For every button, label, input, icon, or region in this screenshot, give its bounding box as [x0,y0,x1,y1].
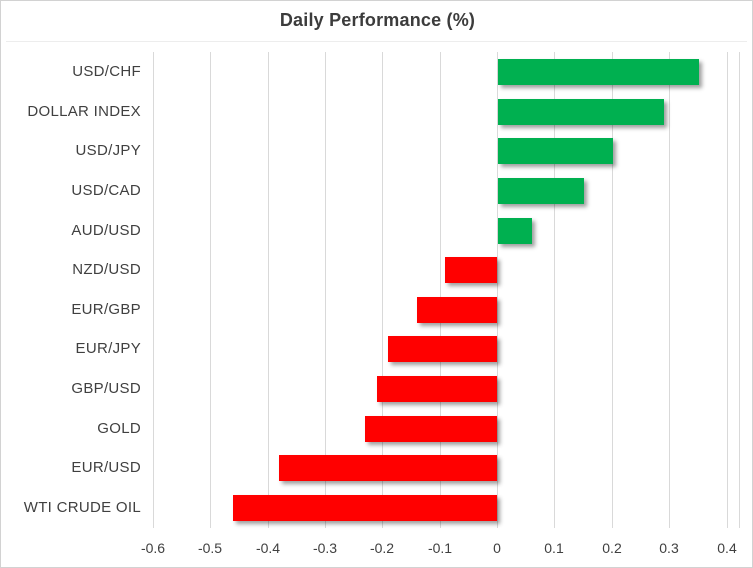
plot-area [153,52,740,528]
x-tick-label-0.4: 0.4 [717,540,737,556]
value-axis: -0.6 -0.5 -0.4 -0.3 -0.2 -0.1 0 0.1 0.2 0.3 0.4 [1,540,752,558]
category-label-gbp-usd: GBP/USD [71,380,141,397]
category-label-aud-usd: AUD/USD [71,222,141,239]
bar-aud-usd [498,218,532,244]
x-tick-label-0.2: 0.2 [602,540,622,556]
x-tick-label--0.4: -0.4 [255,540,281,556]
bar-usd-jpy [498,138,613,164]
category-label-dollar-index: DOLLAR INDEX [27,103,141,120]
gridline--0.3 [325,52,326,528]
x-tick-label--0.1: -0.1 [427,540,453,556]
x-tick-label-0: 0 [493,540,501,556]
bar-gbp-usd [377,376,497,402]
category-axis: USD/CHF DOLLAR INDEX USD/JPY USD/CAD AUD/USD… [1,52,141,528]
gridline-0.2 [612,52,613,528]
gridline--0.4 [268,52,269,528]
bar-gold [365,416,497,442]
bar-eur-gbp [417,297,497,323]
gridline-0.1 [554,52,555,528]
bar-usd-chf [498,59,699,85]
category-label-wti-crude-oil: WTI CRUDE OIL [23,499,141,516]
category-label-usd-cad: USD/CAD [71,182,141,199]
bar-eur-jpy [388,336,497,362]
category-label-usd-jpy: USD/JPY [75,142,141,159]
category-label-eur-jpy: EUR/JPY [75,340,141,357]
x-tick-label--0.5: -0.5 [197,540,223,556]
gridline--0.6 [153,52,154,528]
chart-title: Daily Performance (%) [279,10,476,30]
gridline--0.1 [440,52,441,528]
category-label-gold: GOLD [97,420,141,437]
bar-nzd-usd [445,257,497,283]
bar-usd-cad [498,178,584,204]
x-tick-label--0.2: -0.2 [369,540,395,556]
category-label-nzd-usd: NZD/USD [72,261,141,278]
bar-wti-crude-oil [233,495,497,521]
bar-dollar-index [498,99,664,125]
x-tick-label-0.3: 0.3 [659,540,679,556]
gridline-0 [497,52,498,528]
category-label-eur-usd: EUR/USD [71,459,141,476]
x-tick-label--0.3: -0.3 [312,540,338,556]
gridline-0.3 [669,52,670,528]
bar-eur-usd [279,455,497,481]
gridline--0.5 [210,52,211,528]
category-label-usd-chf: USD/CHF [72,63,141,80]
gridline-0.4 [727,52,728,528]
title-separator-line [6,41,747,42]
gridline--0.2 [382,52,383,528]
category-label-eur-gbp: EUR/GBP [71,301,141,318]
x-tick-label-0.1: 0.1 [544,540,564,556]
x-tick-label--0.6: -0.6 [140,540,166,556]
